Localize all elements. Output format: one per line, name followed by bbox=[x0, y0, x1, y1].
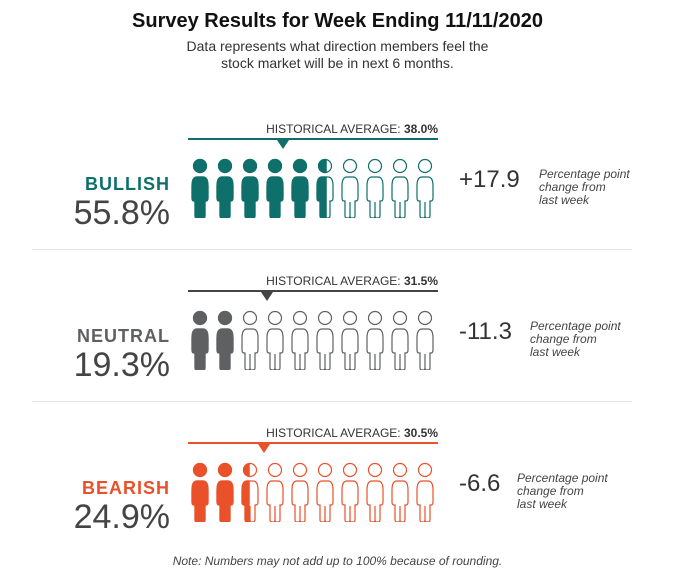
historical-average-value: 38.0% bbox=[403, 122, 438, 136]
historical-average-label: HISTORICAL AVERAGE: 31.5% bbox=[266, 274, 438, 288]
series-value-bearish: 24.9% bbox=[73, 498, 170, 536]
person-icon bbox=[191, 310, 209, 370]
historical-average-value: 30.5% bbox=[403, 426, 438, 440]
person-icon bbox=[216, 462, 234, 522]
historical-average-marker bbox=[258, 444, 271, 453]
person-icon bbox=[216, 158, 234, 218]
historical-average-line bbox=[188, 138, 438, 140]
section-divider bbox=[32, 249, 632, 250]
bearish-section: HISTORICAL AVERAGE: 30.5% BEARISH 24.9% … bbox=[0, 426, 675, 576]
series-value-neutral: 19.3% bbox=[73, 346, 170, 384]
person-icon bbox=[416, 310, 434, 370]
historical-average-bullish: HISTORICAL AVERAGE: 38.0% bbox=[188, 122, 438, 149]
person-icon bbox=[241, 462, 259, 522]
bullish-section: HISTORICAL AVERAGE: 38.0% BULLISH 55.8% … bbox=[0, 122, 675, 272]
person-icon bbox=[316, 462, 334, 522]
change-value-bearish: -6.6 bbox=[459, 470, 501, 497]
person-icon bbox=[341, 158, 359, 218]
historical-average-label: HISTORICAL AVERAGE: 38.0% bbox=[266, 122, 438, 136]
change-note-line-2: change from bbox=[539, 180, 606, 194]
person-icon bbox=[266, 158, 284, 218]
historical-average-value: 31.5% bbox=[403, 274, 438, 288]
section-divider bbox=[32, 401, 632, 402]
person-icon bbox=[366, 158, 384, 218]
historical-average-line bbox=[188, 442, 438, 444]
historical-average-line bbox=[188, 290, 438, 292]
historical-average-marker bbox=[260, 292, 273, 301]
person-icon bbox=[391, 462, 409, 522]
historical-average-text: HISTORICAL AVERAGE: bbox=[266, 122, 401, 136]
historical-average-neutral: HISTORICAL AVERAGE: 31.5% bbox=[188, 274, 438, 301]
person-icon bbox=[366, 310, 384, 370]
series-label-bullish: BULLISH bbox=[85, 174, 170, 194]
historical-average-text: HISTORICAL AVERAGE: bbox=[266, 426, 401, 440]
chart-title: Survey Results for Week Ending 11/11/202… bbox=[132, 10, 543, 32]
person-icon bbox=[416, 462, 434, 522]
series-value-bullish: 55.8% bbox=[73, 194, 170, 232]
change-value-bullish: +17.9 bbox=[459, 166, 520, 193]
person-icon bbox=[416, 158, 434, 218]
change-note-line-1: Percentage point bbox=[530, 319, 621, 333]
change-note-line-2: change from bbox=[530, 332, 597, 346]
change-note-neutral: Percentage point change from last week bbox=[530, 320, 650, 359]
pictograph-neutral bbox=[191, 310, 434, 370]
person-icon bbox=[266, 462, 284, 522]
person-icon bbox=[391, 310, 409, 370]
person-icon bbox=[391, 158, 409, 218]
series-label-bearish: BEARISH bbox=[81, 478, 170, 498]
person-icon bbox=[316, 310, 334, 370]
change-note-line-2: change from bbox=[517, 484, 584, 498]
person-icon bbox=[366, 462, 384, 522]
historical-average-label: HISTORICAL AVERAGE: 30.5% bbox=[266, 426, 438, 440]
change-note-line-3: last week bbox=[530, 345, 581, 359]
change-value-neutral: -11.3 bbox=[459, 318, 512, 345]
person-icon bbox=[341, 462, 359, 522]
historical-average-marker bbox=[277, 140, 289, 149]
person-icon bbox=[291, 310, 309, 370]
pictograph-bearish bbox=[191, 462, 434, 522]
historical-average-text: HISTORICAL AVERAGE: bbox=[266, 274, 401, 288]
subtitle-line-1: Data represents what direction members f… bbox=[186, 38, 489, 54]
series-label-neutral: NEUTRAL bbox=[77, 326, 170, 346]
person-icon bbox=[291, 158, 309, 218]
chart-subtitle: Data represents what direction members f… bbox=[0, 38, 675, 72]
person-icon bbox=[191, 158, 209, 218]
person-icon bbox=[216, 310, 234, 370]
person-icon bbox=[266, 310, 284, 370]
change-note-line-3: last week bbox=[517, 497, 568, 511]
person-icon bbox=[291, 462, 309, 522]
change-note-bearish: Percentage point change from last week bbox=[517, 472, 637, 511]
subtitle-line-2: stock market will be in next 6 months. bbox=[221, 55, 454, 71]
change-note-line-1: Percentage point bbox=[517, 471, 608, 485]
pictograph-bullish bbox=[191, 158, 434, 218]
footnote: Note: Numbers may not add up to 100% bec… bbox=[172, 554, 503, 568]
person-icon bbox=[241, 158, 259, 218]
person-icon bbox=[341, 310, 359, 370]
person-icon bbox=[241, 310, 259, 370]
neutral-section: HISTORICAL AVERAGE: 31.5% NEUTRAL 19.3% … bbox=[0, 274, 675, 424]
change-note-line-1: Percentage point bbox=[539, 167, 630, 181]
person-icon bbox=[316, 158, 334, 218]
change-note-line-3: last week bbox=[539, 193, 590, 207]
person-icon bbox=[191, 462, 209, 522]
change-note-bullish: Percentage point change from last week bbox=[539, 168, 659, 207]
historical-average-bearish: HISTORICAL AVERAGE: 30.5% bbox=[188, 426, 438, 453]
